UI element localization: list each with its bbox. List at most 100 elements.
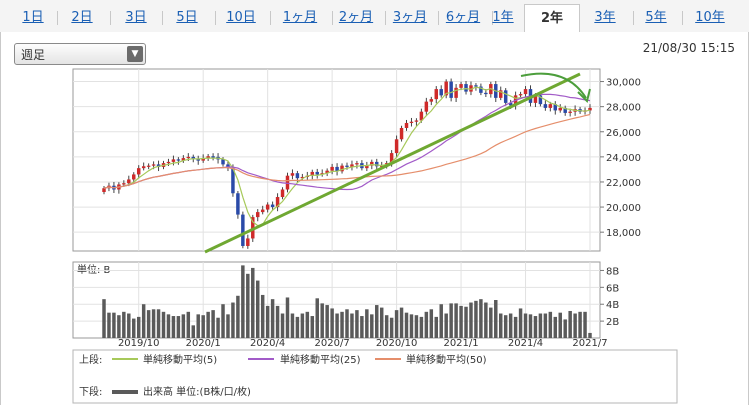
candle-body bbox=[206, 156, 210, 159]
candle-body bbox=[181, 158, 186, 161]
tab-separator bbox=[162, 11, 163, 25]
volume-bar bbox=[216, 317, 220, 338]
volume-bar bbox=[533, 316, 538, 338]
volume-bar bbox=[251, 267, 255, 338]
volume-bar bbox=[335, 313, 339, 338]
candle-body bbox=[394, 139, 399, 154]
volume-bar bbox=[449, 303, 453, 338]
tab-1y[interactable]: 1年 bbox=[492, 10, 514, 25]
volume-bar bbox=[494, 300, 498, 338]
volume-bar bbox=[315, 298, 319, 338]
volume-bar bbox=[573, 313, 577, 338]
volume-bar bbox=[399, 307, 404, 338]
x-tick-label: 2021/7 bbox=[572, 338, 607, 349]
volume-bar bbox=[270, 299, 275, 338]
volume-bar bbox=[523, 313, 528, 338]
volume-bar bbox=[107, 312, 111, 338]
tab-3y[interactable]: 3年 bbox=[594, 10, 616, 25]
volume-bar bbox=[414, 315, 419, 338]
tab-5d[interactable]: 5日 bbox=[176, 10, 198, 25]
candle-body bbox=[503, 90, 508, 103]
candle-body bbox=[270, 204, 275, 208]
x-tick-label: 2019/10 bbox=[118, 338, 160, 349]
candle-body bbox=[464, 84, 468, 92]
volume-bar bbox=[280, 313, 285, 338]
volume-bar bbox=[404, 312, 409, 338]
candle-body bbox=[280, 189, 285, 198]
volume-bar bbox=[409, 314, 414, 338]
volume-bar bbox=[424, 311, 429, 338]
price-y-tick-label: 22,000 bbox=[606, 178, 641, 189]
candle-body bbox=[439, 89, 443, 96]
volume-bar bbox=[255, 280, 260, 338]
tab-separator bbox=[633, 11, 634, 25]
volume-bar bbox=[394, 310, 399, 338]
candle-body bbox=[171, 159, 176, 162]
volume-bar bbox=[310, 316, 315, 338]
volume-bar bbox=[345, 309, 349, 338]
candle-body bbox=[484, 92, 488, 95]
tab-5y[interactable]: 5年 bbox=[645, 10, 667, 25]
candle-body bbox=[558, 107, 562, 111]
x-tick-label: 2020/7 bbox=[315, 338, 350, 349]
timestamp: 21/08/30 15:15 bbox=[642, 41, 735, 55]
tab-6m[interactable]: 6ヶ月 bbox=[445, 10, 481, 25]
candle-body bbox=[389, 153, 394, 164]
volume-bar bbox=[379, 307, 384, 338]
tab-2d[interactable]: 2日 bbox=[71, 10, 93, 25]
legend-upper-label: 上段: bbox=[79, 353, 102, 366]
volume-bar bbox=[221, 304, 225, 338]
candle-body bbox=[365, 165, 369, 169]
tab-10d[interactable]: 10日 bbox=[226, 10, 256, 25]
volume-bar bbox=[419, 316, 424, 338]
tab-separator bbox=[682, 11, 683, 25]
candle-body bbox=[127, 179, 131, 184]
tab-separator bbox=[438, 11, 439, 25]
volume-bar bbox=[489, 307, 493, 338]
candle-body bbox=[548, 104, 553, 108]
tab-1m[interactable]: 1ヶ月 bbox=[282, 10, 318, 25]
volume-bar bbox=[112, 312, 116, 338]
volume-bar bbox=[132, 318, 136, 338]
candle-body bbox=[315, 171, 319, 175]
tab-separator bbox=[492, 11, 493, 25]
candle-body bbox=[454, 87, 458, 98]
candle-body bbox=[340, 165, 344, 172]
tab-2y[interactable]: 2年 bbox=[524, 4, 580, 34]
volume-bar bbox=[479, 299, 483, 338]
period-select[interactable]: 週足 ▼ bbox=[14, 43, 146, 65]
candle-body bbox=[563, 107, 567, 113]
volume-bar bbox=[439, 304, 443, 338]
period-tab-bar: 1日 2日 3日 5日 10日 1ヶ月 2ヶ月 3ヶ月 6ヶ月 1年 2年 3年… bbox=[0, 0, 749, 34]
volume-bar bbox=[320, 303, 324, 338]
price-plot-area bbox=[72, 68, 601, 252]
volume-bar bbox=[122, 311, 126, 338]
tab-2m[interactable]: 2ヶ月 bbox=[338, 10, 374, 25]
candle-body bbox=[166, 161, 171, 164]
volume-bar bbox=[171, 316, 176, 338]
candle-body bbox=[241, 214, 245, 246]
tab-1d[interactable]: 1日 bbox=[22, 10, 44, 25]
volume-bar bbox=[211, 310, 215, 338]
volume-bar bbox=[464, 306, 468, 338]
volume-bar bbox=[434, 316, 439, 338]
volume-bar bbox=[370, 314, 374, 338]
candle-body bbox=[350, 164, 354, 167]
tab-3d[interactable]: 3日 bbox=[125, 10, 147, 25]
candle-body bbox=[523, 89, 528, 95]
candle-body bbox=[588, 107, 592, 111]
volume-bar bbox=[305, 311, 310, 338]
candle-body bbox=[449, 81, 453, 98]
tab-10y[interactable]: 10年 bbox=[695, 10, 725, 25]
volume-bar bbox=[484, 302, 488, 338]
volume-bar bbox=[290, 313, 295, 338]
candle-body bbox=[295, 173, 300, 179]
volume-bar bbox=[583, 311, 587, 338]
candle-body bbox=[508, 102, 513, 106]
candle-body bbox=[260, 209, 265, 213]
tab-3m[interactable]: 3ヶ月 bbox=[392, 10, 428, 25]
volume-bar bbox=[375, 305, 379, 338]
candle-body bbox=[459, 84, 463, 88]
volume-bar bbox=[265, 305, 270, 338]
